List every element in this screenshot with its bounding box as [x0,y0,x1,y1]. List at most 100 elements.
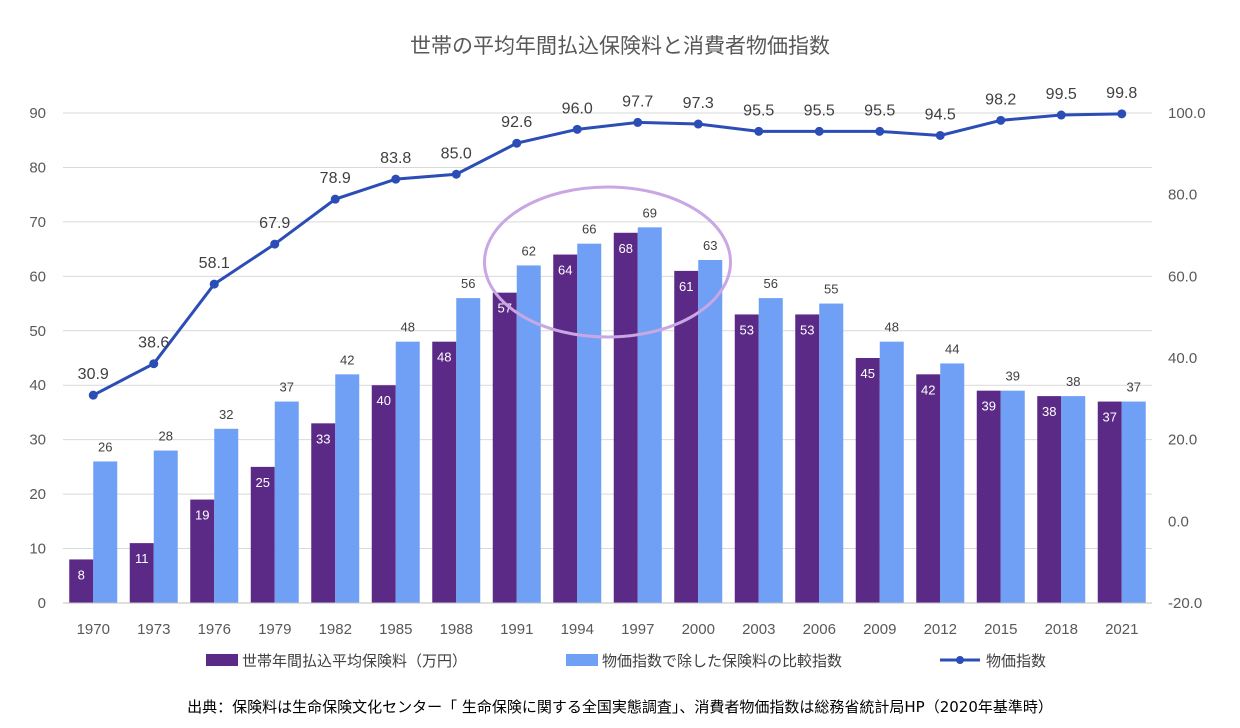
bar-comparison-label: 38 [1066,374,1080,389]
price-index-point [270,239,280,249]
price-index-point [572,124,582,134]
x-tick-label: 1994 [561,621,594,638]
x-axis: 1970 1973 1976 1979 1982 1985 1988 1991 1994 1997… [63,602,1152,638]
bar-premium [916,374,941,603]
bar-premium-label: 8 [78,567,85,582]
right-tick-label: 100.0 [1168,105,1206,122]
price-index-point [1056,110,1066,120]
price-index-point [391,174,401,184]
x-tick-label: 2003 [742,621,775,638]
bar-comparison-label: 48 [401,320,415,335]
bar-premium-label: 53 [740,322,754,337]
left-tick-label: 70 [29,214,46,231]
bar-comparison-label: 66 [582,222,596,237]
price-index-label: 38.6 [138,335,169,352]
bar-premium [311,423,336,603]
bar-premium-label: 37 [1103,410,1117,425]
bar-premium-label: 45 [861,366,875,381]
bar-premium [1097,401,1122,603]
price-index-point [693,119,703,129]
bar-premium [795,314,820,603]
bar-comparison-index [940,363,965,603]
x-tick-label: 1976 [198,621,231,638]
left-tick-label: 80 [29,159,46,176]
highlight-ellipse [483,185,732,339]
bar-comparison-label: 37 [280,380,294,395]
price-index-polyline [92,112,1122,397]
bar-premium-label: 33 [316,431,330,446]
bar-premium [190,499,215,603]
right-tick-label: 0.0 [1168,513,1189,530]
bar-premium-label: 64 [558,263,572,278]
x-tick-label: 2006 [803,621,836,638]
bar-comparison-label: 48 [885,320,899,335]
bar-premium [734,314,759,603]
price-index-point [814,126,824,136]
price-index-point [754,126,764,136]
legend-marker-price-index [956,656,964,664]
bar-comparison-index [516,265,541,603]
x-tick-label: 1970 [77,621,110,638]
bar-comparison-label: 37 [1127,380,1141,395]
bar-premium [553,254,578,604]
bar-premium [976,390,1001,603]
price-index-point [209,279,219,289]
price-index-point [1117,109,1127,119]
bar-comparison-label: 42 [340,352,354,367]
right-tick-label: 20.0 [1168,432,1197,449]
price-index-label: 96.0 [562,100,593,117]
bar-premium [492,292,517,603]
bar-comparison-label: 63 [703,238,717,253]
bar-comparison-index [819,303,844,603]
left-tick-label: 60 [29,268,46,285]
x-tick-label: 2015 [984,621,1017,638]
price-index-point [633,117,643,127]
left-tick-label: 50 [29,323,46,340]
bar-comparison-index [335,374,360,603]
bar-comparison-label: 62 [522,243,536,258]
bar-premium-label: 40 [377,393,391,408]
price-index-label: 58.1 [199,255,230,272]
source-note: 出典：保険料は生命保険文化センター「 生命保険に関する全国実態調査」、消費者物価… [187,698,1053,716]
bar-premium [855,358,880,603]
bar-comparison-index [456,298,481,603]
x-tick-label: 1985 [379,621,412,638]
bar-comparison-index [879,341,904,603]
price-index-label: 92.6 [501,114,532,131]
bar-comparison-index [153,450,178,603]
bar-comparison-label: 26 [98,439,112,454]
bar-comparison-label: 56 [764,276,778,291]
bar-premium [1037,396,1062,603]
price-index-label: 78.9 [320,170,351,187]
bar-premium [129,543,154,603]
x-tick-label: 1979 [258,621,291,638]
legend-swatch-comparison-index [566,654,598,666]
bar-comparison-label: 55 [824,282,838,297]
legend-label-premium: 世帯年間払込平均保険料（万円） [242,652,467,670]
bar-comparison-index [758,298,783,603]
bar-premium [371,385,396,603]
bar-comparison-index [637,227,662,604]
bar-premium-label: 48 [437,350,451,365]
x-tick-label: 2012 [924,621,957,638]
price-index-label: 95.5 [804,102,835,119]
bar-premium [613,232,638,603]
bar-premium-label: 57 [498,301,512,316]
bar-premium-label: 68 [619,241,633,256]
price-index-label: 95.5 [864,102,895,119]
price-index-label: 67.9 [259,215,290,232]
price-index-label: 97.7 [622,93,653,110]
bar-comparison-label: 69 [643,205,657,220]
left-tick-label: 20 [29,486,46,503]
bar-premium [69,559,94,603]
price-index-point [512,138,522,148]
bar-comparison-index [577,243,602,603]
x-tick-label: 1982 [319,621,352,638]
bar-premium-label: 38 [1042,404,1056,419]
legend-label-price-index: 物価指数 [986,652,1046,670]
price-index-label: 94.5 [925,106,956,123]
price-index-label: 97.3 [683,95,714,112]
x-tick-label: 2009 [863,621,896,638]
bar-comparison-label: 56 [461,276,475,291]
bars: 8 26 11 28 19 32 25 37 33 42 40 48 48 56 57 62 64 66 68 69 6… [69,205,1146,604]
